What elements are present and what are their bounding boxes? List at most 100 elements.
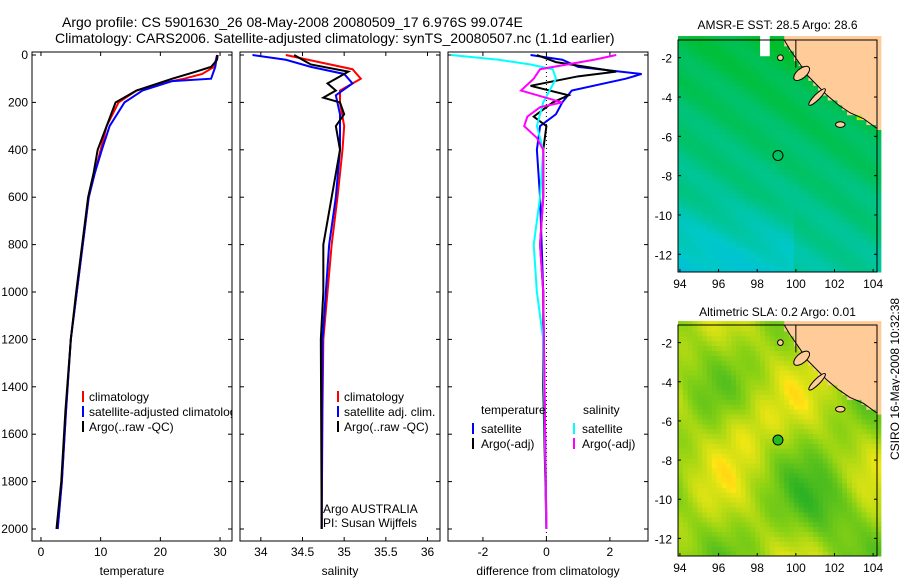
map-cell [726,374,732,381]
map-cell [764,511,771,518]
map-cell [842,438,848,444]
map-cell [702,149,708,155]
map-cell [861,355,867,361]
map-cell [861,90,867,96]
map-cell [847,203,853,209]
map-cell [721,384,727,391]
map-cell [832,404,838,410]
map-cell [779,65,785,71]
map-cell [822,134,829,140]
map-cell [789,178,795,185]
map-cell [837,414,843,420]
map-cell [822,389,829,395]
map-cell [832,507,838,513]
map-cell [750,237,756,244]
map-cell [769,163,776,170]
map-cell [871,198,877,204]
map-cell [847,36,853,42]
map-cell [827,144,834,150]
map-cell [856,55,863,62]
map-cell [740,50,747,57]
map-cell [750,85,756,91]
map-cell [697,345,703,351]
map-cell [706,247,713,253]
map-cell [726,124,732,130]
map-cell [678,90,684,96]
map-cell [716,158,722,165]
map-cell [813,203,819,209]
map-cell [837,458,843,464]
map-cell [827,531,834,537]
map-cell [721,154,727,160]
map-cell [755,193,761,199]
map-cell [687,104,693,111]
map-cell [740,321,747,327]
map-cell [856,467,863,474]
map-cell [818,124,824,130]
map-cell [818,340,824,347]
map-cell [798,104,805,111]
map-cell [760,389,766,395]
map-cell [726,531,732,537]
map-cell [740,423,747,430]
map-cell [779,477,785,484]
map-cell [682,394,689,400]
map-cell [827,173,834,180]
map-cell [726,119,732,126]
map-cell [822,458,829,464]
map-cell [711,217,718,224]
map-cell [735,237,742,244]
map-cell [779,149,785,155]
map-cell [702,487,708,493]
map-cell [832,409,838,415]
map-cell [702,247,708,253]
map-cell [687,124,693,130]
map-cell [692,438,698,444]
map-cell [818,399,824,405]
map-cell [832,95,838,101]
map-cell [702,325,708,332]
map-cell [755,154,761,160]
map-cell [856,477,863,484]
map-cell [764,198,771,204]
map-cell [682,227,689,234]
map-cell [755,149,761,155]
map-cell [706,477,713,484]
map-cell [692,453,698,459]
map-cell [866,531,872,537]
map-cell [876,541,882,547]
map-cell [847,448,853,454]
map-cell [813,330,819,337]
map-cell [851,40,858,47]
map-cell [735,65,742,71]
map-cell [755,99,761,106]
map-cell [779,374,785,381]
map-cell [760,257,766,263]
map-cell [760,65,766,71]
map-cell [716,340,722,347]
map-cell [851,399,858,405]
map-cell [735,95,742,101]
map-cell [731,237,737,244]
map-cell [760,75,766,81]
x-tick-label: 96 [712,277,726,291]
map-cell [856,370,863,376]
map-cell [750,154,756,160]
map-cell [827,60,834,67]
map-cell [856,80,863,86]
map-cell [726,507,732,513]
map-cell [793,541,800,547]
map-cell [764,345,771,351]
map-cell [784,134,790,140]
map-cell [769,188,776,194]
map-cell [697,511,703,518]
map-cell [784,208,790,214]
map-cell [682,247,689,253]
map-cell [760,80,766,86]
map-cell [793,487,800,493]
map-cell [760,472,766,479]
series-line-argo-raw-qc- [55,54,219,530]
map-cell [774,335,780,342]
map-cell [827,335,834,342]
